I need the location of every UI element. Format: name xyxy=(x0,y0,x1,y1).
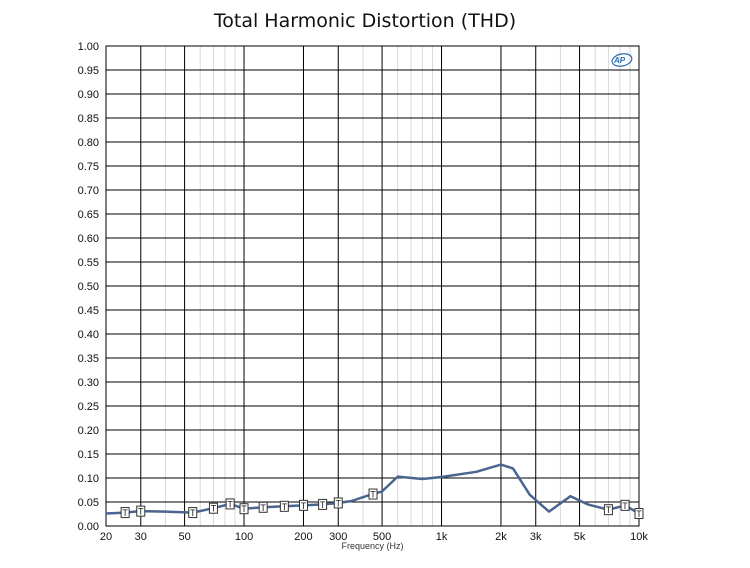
x-tick-label: 10k xyxy=(630,531,648,543)
y-tick-label: 0.15 xyxy=(78,449,99,461)
svg-text:T: T xyxy=(622,501,628,511)
svg-text:T: T xyxy=(336,498,342,508)
y-tick-label: 0.70 xyxy=(78,185,99,197)
svg-text:T: T xyxy=(636,509,642,519)
y-tick-label: 0.65 xyxy=(78,209,99,221)
svg-text:T: T xyxy=(138,507,144,517)
series-marker: T xyxy=(239,503,249,515)
y-tick-label: 0.25 xyxy=(78,401,99,413)
y-tick-label: 0.40 xyxy=(78,329,99,341)
svg-text:T: T xyxy=(370,490,376,500)
y-tick-label: 0.80 xyxy=(78,137,99,149)
y-axis-ticks: 1.00 0.95 0.90 0.85 0.80 0.75 0.70 0.65 0.60 0.55… xyxy=(78,41,99,533)
ap-logo-icon: AP xyxy=(611,53,633,67)
x-tick-label: 30 xyxy=(135,531,147,543)
y-tick-label: 0.60 xyxy=(78,233,99,245)
x-tick-label: 3k xyxy=(530,531,542,543)
svg-text:T: T xyxy=(122,508,128,518)
series-marker: T xyxy=(258,501,268,513)
major-grid xyxy=(106,46,639,526)
series-marker: T xyxy=(620,499,630,511)
series-marker: T xyxy=(318,498,328,510)
svg-text:T: T xyxy=(320,500,326,510)
series-marker: T xyxy=(333,497,343,509)
series-marker: T xyxy=(368,488,378,500)
series-marker: T xyxy=(136,505,146,517)
x-tick-label: 300 xyxy=(329,531,347,543)
svg-text:T: T xyxy=(190,508,196,518)
x-tick-label: 1k xyxy=(436,531,448,543)
plot-frame xyxy=(105,45,640,527)
x-tick-label: 5k xyxy=(574,531,586,543)
svg-text:AP: AP xyxy=(613,56,626,65)
x-tick-label: 2k xyxy=(495,531,507,543)
series-marker: T xyxy=(298,499,308,511)
series-marker: T xyxy=(603,504,613,516)
y-tick-label: 1.00 xyxy=(78,41,99,53)
y-tick-label: 0.45 xyxy=(78,305,99,317)
svg-text:T: T xyxy=(241,504,247,514)
y-tick-label: 0.00 xyxy=(78,521,99,533)
y-tick-label: 0.20 xyxy=(78,425,99,437)
svg-text:T: T xyxy=(227,499,233,509)
series-line xyxy=(105,463,640,515)
y-tick-label: 0.75 xyxy=(78,161,99,173)
y-tick-label: 0.35 xyxy=(78,353,99,365)
y-tick-label: 0.90 xyxy=(78,89,99,101)
svg-text:T: T xyxy=(211,504,217,514)
y-tick-label: 0.30 xyxy=(78,377,99,389)
svg-text:T: T xyxy=(282,502,288,512)
svg-text:T: T xyxy=(606,505,612,515)
y-tick-label: 0.05 xyxy=(78,497,99,509)
y-tick-label: 0.95 xyxy=(78,65,99,77)
x-tick-label: 20 xyxy=(100,531,112,543)
y-tick-label: 0.55 xyxy=(78,257,99,269)
y-tick-label: 0.85 xyxy=(78,113,99,125)
series-marker: T xyxy=(188,507,198,519)
x-tick-label: 200 xyxy=(294,531,312,543)
svg-text:T: T xyxy=(301,501,307,511)
series-marker: T xyxy=(279,500,289,512)
y-tick-label: 0.10 xyxy=(78,473,99,485)
series-markers: T T T T T T T T T T TTT TT xyxy=(120,488,644,519)
x-tick-label: 50 xyxy=(178,531,190,543)
series-marker: T xyxy=(120,507,130,519)
x-tick-label: 500 xyxy=(373,531,391,543)
x-tick-label: 100 xyxy=(235,531,253,543)
x-axis-label: Frequency (Hz) xyxy=(341,541,403,551)
y-tick-label: 0.50 xyxy=(78,281,99,293)
series-marker: T xyxy=(634,508,644,519)
series-marker: T xyxy=(225,498,235,510)
svg-text:T: T xyxy=(260,503,266,513)
series-marker: T xyxy=(208,502,218,514)
x-axis-ticks: 20 30 50 100 200 300 500 1k 2k 3k 5k 10k xyxy=(100,531,648,543)
chart-title: Total Harmonic Distortion (THD) xyxy=(213,10,517,32)
